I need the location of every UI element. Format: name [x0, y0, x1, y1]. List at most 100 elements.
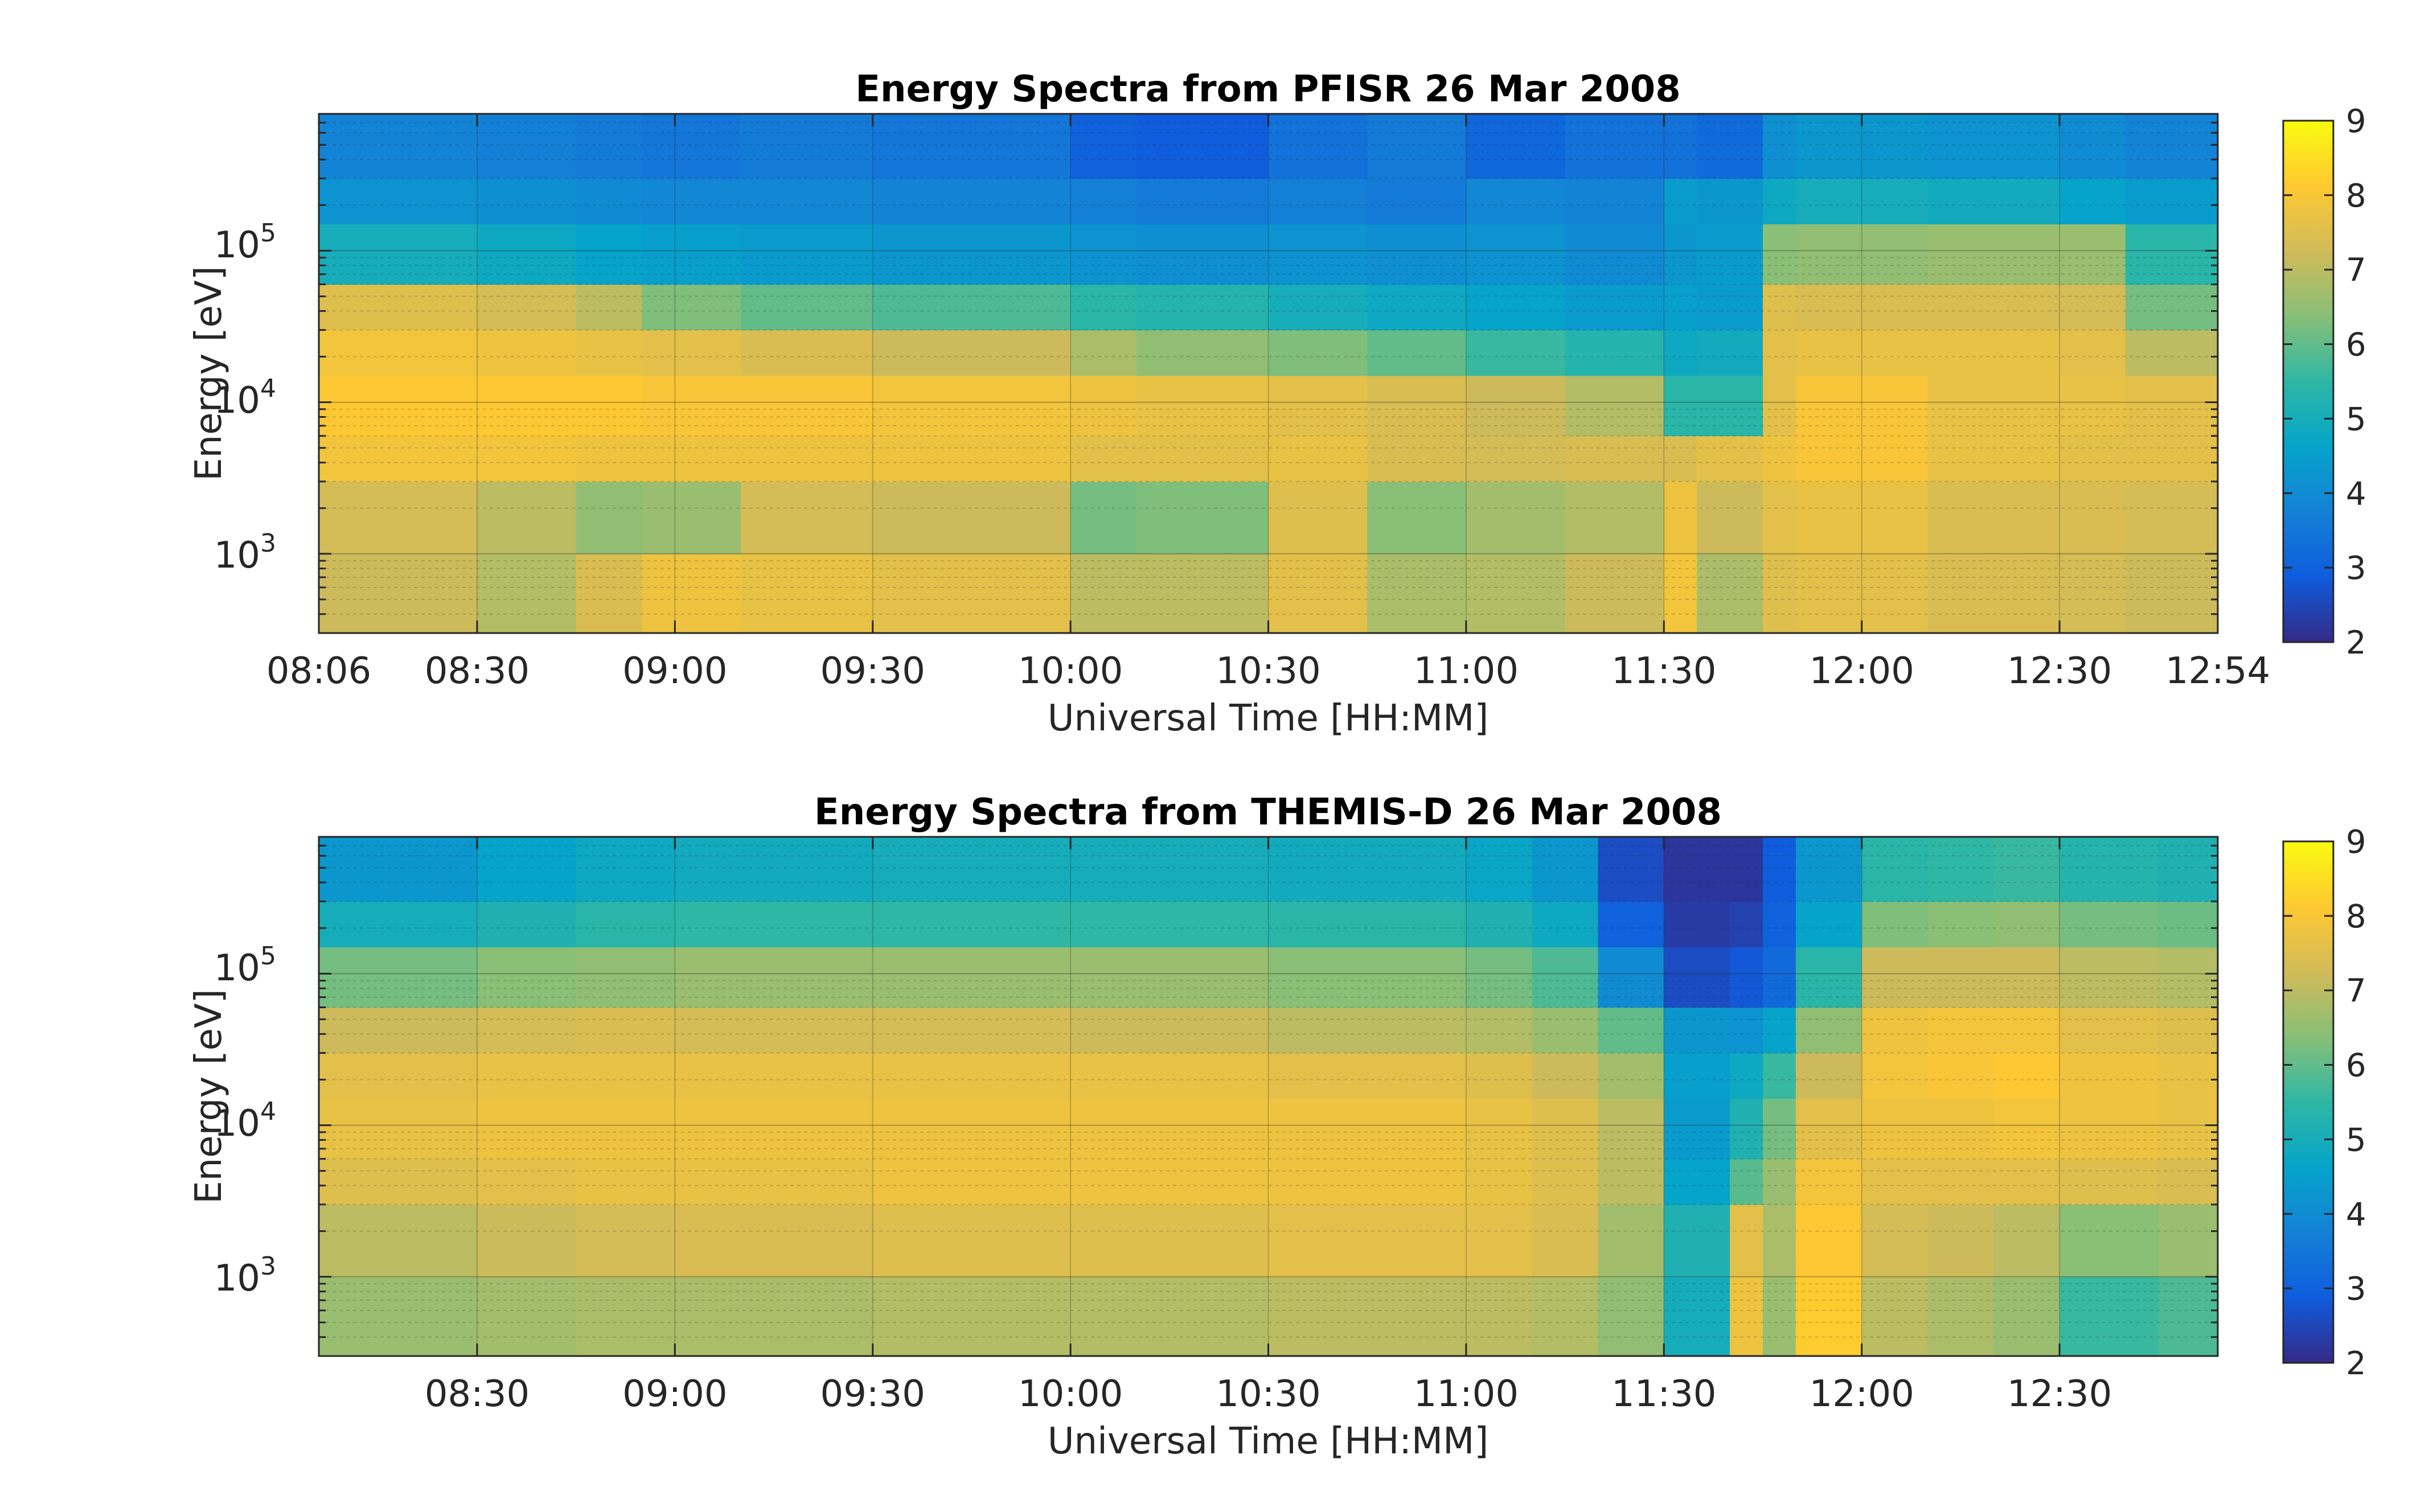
heatmap-cell [1466, 1276, 1533, 1356]
heatmap-cell [1565, 435, 1664, 482]
chart-title: Energy Spectra from THEMIS-D 26 Mar 2008 [814, 791, 1722, 833]
heatmap-cell [477, 901, 577, 948]
heatmap-cell [319, 178, 478, 225]
heatmap-cell [1565, 178, 1664, 225]
heatmap-cell [2125, 375, 2218, 437]
x-tick-label: 12:54 [2165, 650, 2270, 692]
heatmap-cell [1466, 114, 1566, 179]
heatmap-cell [319, 330, 478, 376]
heatmap-cell [1993, 1276, 2060, 1356]
heatmap-cell [1466, 947, 1533, 1008]
heatmap-cell [741, 553, 873, 633]
heatmap-cell [1730, 1276, 1763, 1356]
heatmap-cell [1697, 375, 1763, 437]
colorbar-tick-label: 9 [2346, 824, 2366, 861]
heatmap-cell [1532, 1098, 1599, 1160]
heatmap-cell [2158, 947, 2218, 1008]
x-tick-label: 11:30 [1611, 1373, 1716, 1415]
heatmap-cell [1070, 330, 1137, 376]
heatmap-cell [576, 435, 642, 482]
heatmap-cell [1861, 837, 1929, 902]
heatmap-cell [2125, 114, 2218, 179]
heatmap-cell [2125, 178, 2218, 225]
heatmap-cell [1993, 1007, 2060, 1054]
heatmap-cell [576, 330, 642, 376]
heatmap-cell [1565, 481, 1664, 554]
heatmap-cell [1532, 837, 1599, 902]
grid-lines [319, 836, 2218, 1357]
heatmap-cell [1664, 947, 1730, 1008]
heatmap-cell [319, 435, 478, 482]
x-tick-label: 12:00 [1809, 1373, 1914, 1415]
heatmap-cell [1730, 1204, 1763, 1277]
heatmap-cell [1466, 284, 1566, 331]
heatmap-cell [1861, 1053, 1929, 1099]
heatmap-cell [1664, 553, 1697, 633]
colorbar-tick-label: 5 [2346, 401, 2366, 438]
heatmap-cell [872, 1098, 1071, 1160]
heatmap-cell [1532, 1204, 1599, 1277]
y-tick-label: 104 [214, 374, 276, 422]
heatmap-cell [477, 1276, 577, 1356]
heatmap-cell [1927, 1098, 1994, 1160]
heatmap-cell [1993, 947, 2060, 1008]
heatmap-cell [1664, 837, 1730, 902]
heatmap-cell [576, 1098, 675, 1160]
heatmap-cell [319, 1007, 478, 1054]
colorbar: 2 3 4 5 6 7 8 9 [2282, 103, 2366, 662]
heatmap-cell [1268, 178, 1368, 225]
heatmap-cell [741, 224, 873, 285]
heatmap-cell [1664, 114, 1697, 179]
x-axis-ticks: 08:06 08:30 09:00 09:30 10:00 10:30 11:00 11:30… [266, 114, 2270, 692]
colorbar-tick-label: 8 [2346, 178, 2366, 215]
heatmap-cell [1697, 284, 1763, 331]
heatmap-cells [319, 114, 2218, 633]
heatmap-cell [319, 1053, 478, 1099]
heatmap-cell [1927, 1053, 1994, 1099]
heatmap-cell [872, 224, 1071, 285]
heatmap-cell [319, 1098, 478, 1160]
grid-lines [318, 113, 2218, 634]
heatmap-cell [1993, 1053, 2060, 1099]
y-tick-label: 104 [214, 1097, 276, 1145]
heatmap-cell [1466, 553, 1566, 633]
heatmap-cell [2059, 1276, 2159, 1356]
colorbar-tick-label: 9 [2346, 103, 2366, 140]
y-tick-label: 103 [214, 529, 276, 577]
heatmap-cell [1730, 1098, 1763, 1160]
colorbar-tick-label: 7 [2346, 252, 2366, 289]
heatmap-cell [576, 1007, 675, 1054]
x-tick-label: 08:30 [425, 650, 530, 692]
heatmap-cell [872, 375, 1071, 437]
heatmap-cell [1070, 1158, 1269, 1205]
heatmap-cell [642, 284, 741, 331]
heatmap-cell [2125, 330, 2218, 376]
heatmap-cell [477, 224, 577, 285]
heatmap-cell [1070, 837, 1269, 902]
heatmap-cell [1730, 947, 1763, 1008]
heatmap-cell [675, 1098, 873, 1160]
heatmap-cell [1927, 947, 1994, 1008]
heatmap-cell [1565, 330, 1664, 376]
heatmap-cell [1070, 1007, 1269, 1054]
heatmap-cell [1598, 837, 1664, 902]
heatmap-cell [1927, 330, 2060, 376]
heatmap-cell [1763, 178, 1796, 225]
heatmap-cell [1598, 1204, 1664, 1277]
heatmap-cell [872, 837, 1071, 902]
heatmap-cell [1532, 1053, 1599, 1099]
heatmap-cell [576, 224, 642, 285]
heatmap-cell [741, 178, 873, 225]
heatmap-cell [2125, 553, 2218, 633]
heatmap-cell [1268, 1204, 1467, 1277]
heatmap-cell [1763, 1007, 1796, 1054]
heatmap-cell [2125, 284, 2218, 331]
heatmap-cell [1070, 224, 1137, 285]
heatmap-cell [1763, 330, 1796, 376]
heatmap-cell [741, 481, 873, 554]
heatmap-cell [642, 114, 741, 179]
heatmap-cell [1367, 481, 1467, 554]
heatmap-cell [1070, 1276, 1269, 1356]
heatmap-cell [642, 224, 741, 285]
colorbar-tick-label: 3 [2346, 550, 2366, 587]
